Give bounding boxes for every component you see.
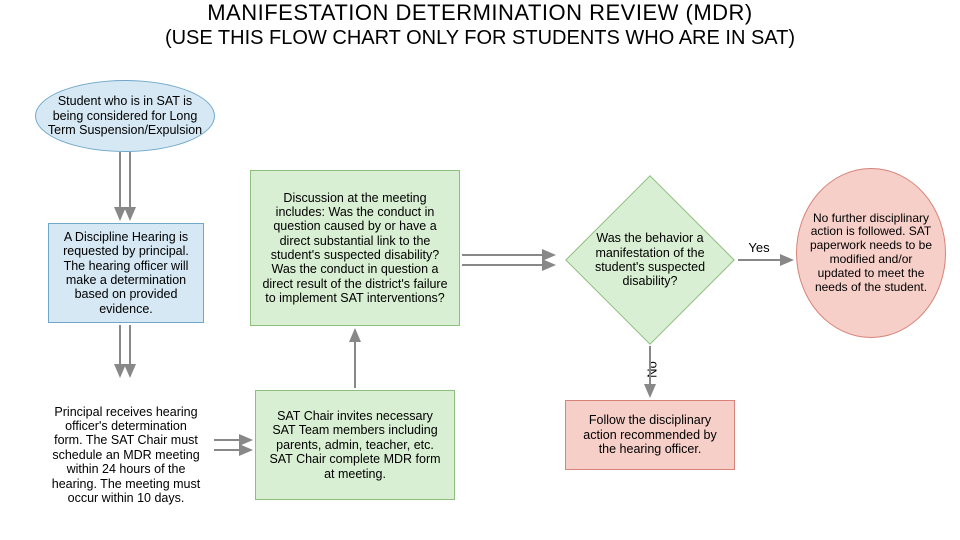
node-satchair: SAT Chair invites necessary SAT Team mem… bbox=[255, 390, 455, 500]
node-discussion-text: Discussion at the meeting includes: Was … bbox=[261, 191, 449, 306]
node-start: Student who is in SAT is being considere… bbox=[35, 80, 215, 152]
node-hearing: A Discipline Hearing is requested by pri… bbox=[48, 223, 204, 323]
node-hearing-text: A Discipline Hearing is requested by pri… bbox=[59, 230, 193, 316]
label-no-text: No bbox=[645, 361, 660, 378]
node-principal: Principal receives hearing officer's det… bbox=[40, 380, 212, 530]
node-follow-text: Follow the disciplinary action recommend… bbox=[576, 413, 724, 456]
label-yes: Yes bbox=[745, 240, 773, 255]
page-title: MANIFESTATION DETERMINATION REVIEW (MDR) bbox=[0, 0, 960, 26]
node-follow: Follow the disciplinary action recommend… bbox=[565, 400, 735, 470]
node-decision-text: Was the behavior a manifestation of the … bbox=[566, 200, 734, 320]
label-no: No bbox=[645, 358, 660, 382]
node-start-text: Student who is in SAT is being considere… bbox=[46, 94, 204, 137]
label-yes-text: Yes bbox=[748, 240, 769, 255]
node-principal-text: Principal receives hearing officer's det… bbox=[50, 405, 202, 506]
page-subtitle: (USE THIS FLOW CHART ONLY FOR STUDENTS W… bbox=[0, 26, 960, 50]
node-discussion: Discussion at the meeting includes: Was … bbox=[250, 170, 460, 326]
node-nofurther: No further disciplinary action is follow… bbox=[796, 168, 946, 338]
node-nofurther-text: No further disciplinary action is follow… bbox=[807, 212, 935, 295]
node-satchair-text: SAT Chair invites necessary SAT Team mem… bbox=[266, 409, 444, 481]
node-decision: Was the behavior a manifestation of the … bbox=[590, 200, 710, 320]
